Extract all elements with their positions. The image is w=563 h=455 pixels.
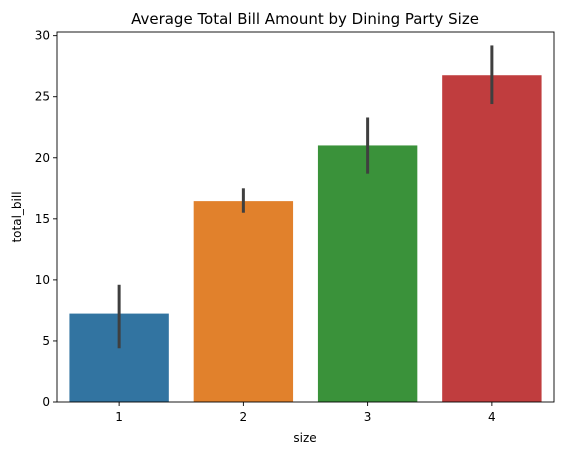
y-tick-label: 15: [35, 212, 50, 226]
bar-size-3: [317, 145, 418, 402]
y-tick-label: 0: [42, 395, 50, 409]
x-axis-label: size: [293, 431, 316, 445]
bar-size-2: [193, 201, 294, 402]
y-tick-label: 5: [42, 334, 50, 348]
y-tick-label: 30: [35, 29, 50, 43]
y-tick-label: 10: [35, 273, 50, 287]
x-tick-label: 4: [488, 410, 496, 424]
x-tick-label: 1: [115, 410, 123, 424]
plot-area: 0 5 10 15 20 25 30 1 2 3 4: [35, 29, 555, 424]
y-tick-label: 20: [35, 151, 50, 165]
plot-frame: [56, 31, 555, 403]
y-axis-label: total_bill: [10, 191, 24, 242]
y-tick-label: 25: [35, 90, 50, 104]
x-tick-label: 2: [240, 410, 248, 424]
x-tick-label: 3: [364, 410, 372, 424]
chart-title: Average Total Bill Amount by Dining Part…: [131, 10, 479, 28]
bar-size-4: [442, 75, 542, 402]
